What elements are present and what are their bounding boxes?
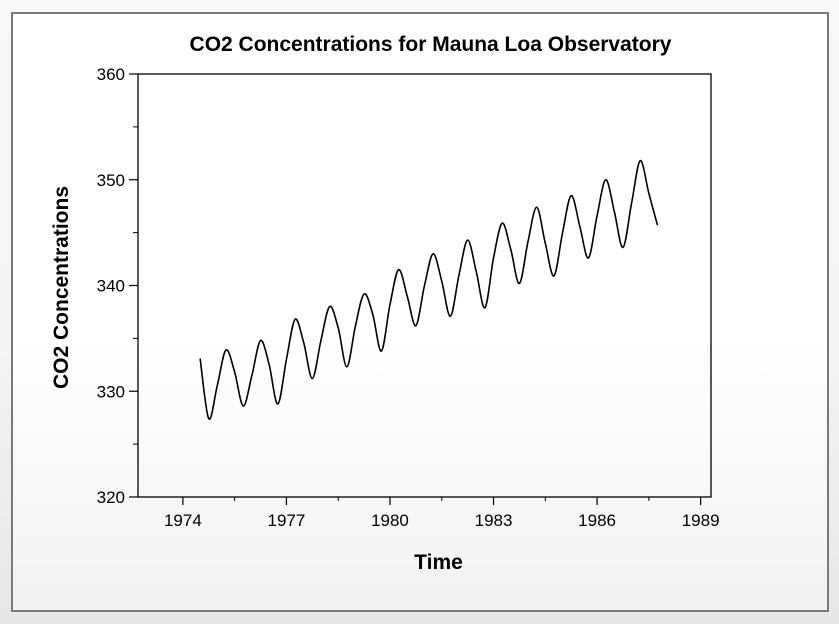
chart-figure: CO2 Concentrations for Mauna Loa Observa… — [11, 12, 829, 612]
x-tick-label: 1989 — [682, 511, 720, 530]
x-tick-label: 1977 — [268, 511, 306, 530]
chart-title: CO2 Concentrations for Mauna Loa Observa… — [190, 33, 672, 56]
y-axis-title: CO2 Concentrations — [50, 186, 73, 389]
x-axis-title: Time — [414, 551, 463, 574]
y-tick-label: 320 — [97, 488, 125, 507]
y-tick-label: 350 — [97, 171, 125, 190]
y-tick-label: 360 — [97, 65, 125, 84]
chart-svg: CO2 Concentrations for Mauna Loa Observa… — [50, 33, 720, 574]
y-tick-label: 340 — [97, 277, 125, 296]
y-tick-label: 330 — [97, 382, 125, 401]
x-tick-label: 1983 — [475, 511, 513, 530]
co2-series-line — [199, 159, 659, 420]
x-tick-label: 1980 — [371, 511, 409, 530]
x-tick-label: 1986 — [578, 511, 616, 530]
x-tick-label: 1974 — [164, 511, 202, 530]
